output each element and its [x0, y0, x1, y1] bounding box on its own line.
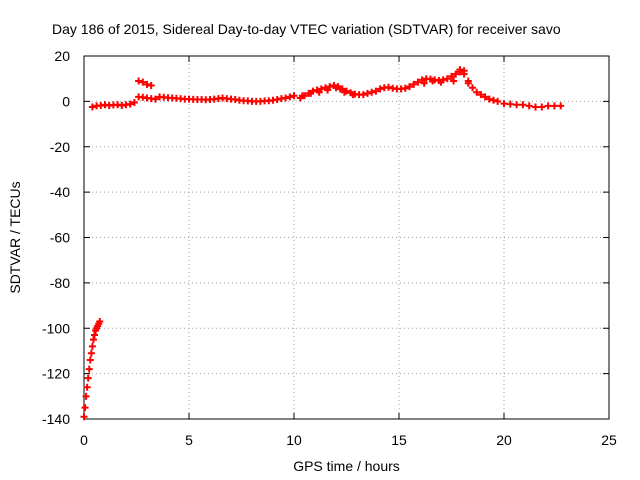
data-point [135, 77, 143, 85]
data-point [364, 89, 371, 97]
data-point [83, 383, 91, 391]
plot-frame [83, 55, 610, 420]
data-point [538, 103, 546, 111]
data-point [143, 80, 151, 88]
data-point [91, 331, 98, 339]
data-point [494, 97, 502, 105]
chart-title: Day 186 of 2015, Sidereal Day-to-day VTE… [52, 21, 561, 37]
x-axis-title: GPS time / hours [293, 458, 400, 474]
y-tick-label: -20 [50, 139, 70, 155]
data-point [86, 356, 94, 364]
data-point [481, 93, 489, 101]
data-point [85, 365, 93, 373]
data-point [372, 87, 380, 95]
data-point [139, 78, 147, 86]
data-point [96, 317, 104, 325]
y-tick-label: 0 [62, 93, 70, 109]
data-point [513, 101, 521, 109]
data-point [477, 91, 485, 99]
data-point [450, 77, 458, 85]
x-tick-label: 5 [185, 432, 193, 448]
data-point [324, 86, 332, 94]
data-point [376, 85, 384, 93]
x-tick-label: 25 [601, 432, 617, 448]
tick-labels: 0 5 10 15 20 25 -140 -120 -100 -80 -60 -40 -20 0 20 [42, 48, 617, 448]
y-tick-label: -40 [50, 184, 70, 200]
data-point [506, 100, 514, 108]
y-tick-label: -80 [50, 275, 70, 291]
y-tick-label: -120 [42, 366, 70, 382]
data-point [406, 83, 413, 91]
y-tick-label: 20 [54, 48, 70, 64]
data-point [443, 75, 451, 83]
data-point [290, 92, 298, 100]
data-point [469, 84, 476, 92]
data-point [368, 88, 376, 96]
data-point [336, 85, 344, 93]
data-point [532, 103, 539, 111]
data-point [557, 102, 565, 110]
data-point [420, 79, 428, 87]
data-point [315, 88, 323, 96]
data-point [307, 89, 315, 97]
grid-lines [84, 56, 609, 419]
data-point [437, 78, 445, 86]
x-tick-label: 20 [496, 432, 512, 448]
data-point [485, 95, 493, 103]
data-point [349, 91, 357, 99]
y-axis-title: SDTVAR / TECUs [7, 181, 23, 293]
data-point [340, 88, 348, 96]
data-point [332, 84, 340, 92]
data-point [544, 102, 552, 110]
data-point [88, 103, 96, 111]
data-point [500, 100, 508, 108]
x-tick-label: 0 [80, 432, 88, 448]
data-point [81, 404, 89, 412]
data-point [429, 77, 437, 85]
data-point [147, 81, 155, 89]
data-point [473, 88, 481, 96]
y-tick-label: -140 [42, 411, 70, 427]
data-point [410, 80, 418, 88]
data-point [82, 392, 90, 400]
data-point [452, 70, 460, 78]
data-point [298, 92, 306, 100]
y-tick-label: -60 [50, 230, 70, 246]
data-point [282, 94, 290, 102]
data-point [414, 78, 422, 86]
data-point [87, 349, 95, 357]
x-tick-label: 10 [286, 432, 302, 448]
data-point [525, 102, 533, 110]
data-point [464, 79, 472, 87]
data-point [448, 72, 455, 80]
x-tick-label: 15 [391, 432, 407, 448]
data-point [126, 100, 134, 108]
data-point [401, 84, 409, 92]
data-point [286, 93, 294, 101]
data-point [550, 102, 558, 110]
data-series [80, 66, 565, 421]
data-point [88, 342, 96, 350]
data-point [359, 91, 367, 99]
data-point [89, 336, 97, 344]
data-point [130, 99, 138, 107]
data-point [490, 96, 497, 104]
data-point [519, 101, 527, 109]
y-tick-label: -100 [42, 320, 70, 336]
data-point [84, 374, 92, 382]
data-point [151, 95, 159, 103]
data-point [456, 66, 464, 74]
data-point [460, 67, 468, 75]
data-point [80, 413, 88, 421]
